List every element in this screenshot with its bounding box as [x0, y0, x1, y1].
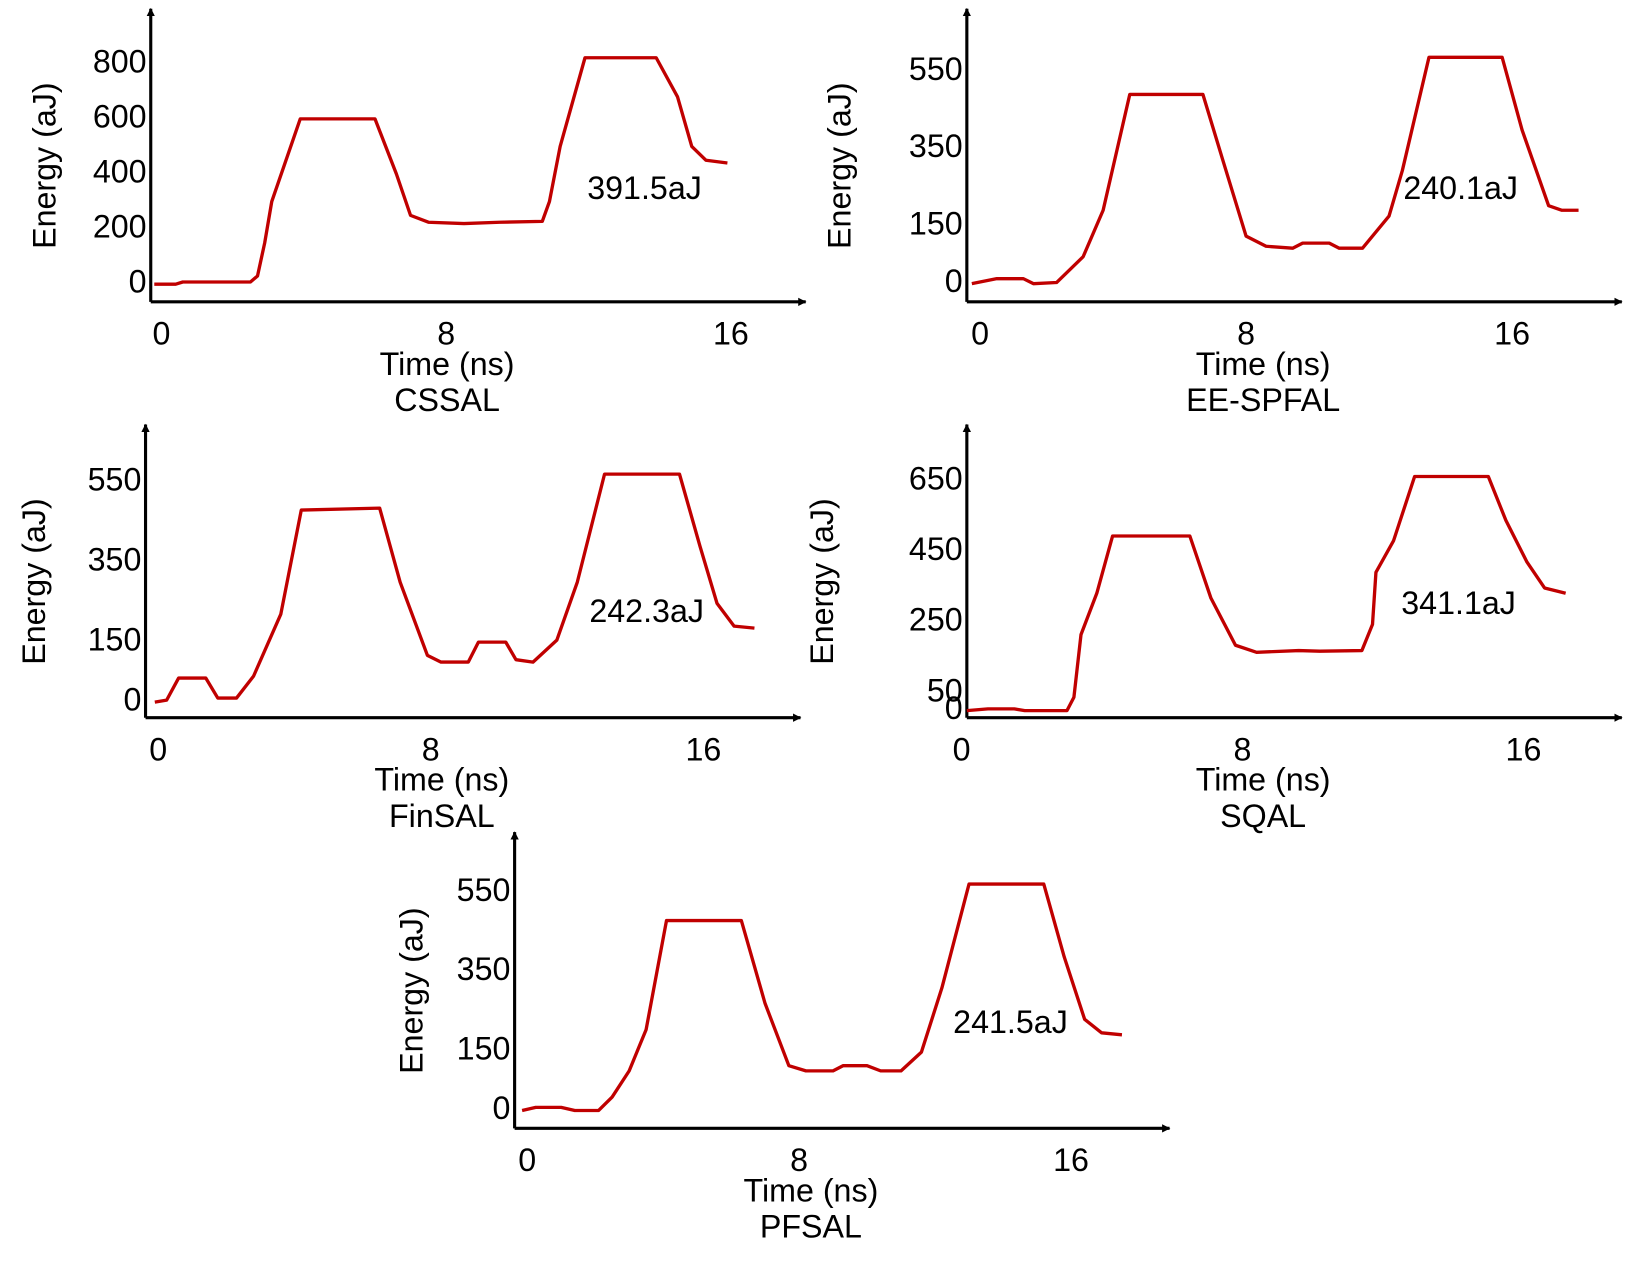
x-tick-label: 8 — [1234, 732, 1252, 768]
panel-caption: CSSAL — [394, 382, 500, 418]
data-line — [966, 474, 1567, 713]
y-tick-label: 400 — [93, 154, 147, 190]
annotation: 391.5aJ — [587, 170, 702, 206]
x-tick-label: 16 — [685, 732, 721, 768]
y-tick-label: 350 — [88, 542, 142, 578]
y-axis-label: Energy (aJ) — [804, 498, 840, 665]
y-tick-label: 550 — [457, 872, 511, 908]
x-tick-label: 0 — [953, 732, 971, 768]
x-axis-label: Time (ns) — [1196, 346, 1331, 382]
panel-caption: EE-SPFAL — [1186, 382, 1340, 418]
data-line — [154, 472, 755, 704]
x-tick-label: 0 — [152, 316, 170, 352]
y-tick-label: 50 — [927, 672, 963, 708]
panel: 0 150 350 550 0 8 16 Time (ns)PFSAL Energy (aJ) 2… — [393, 831, 1171, 1245]
data-line — [971, 55, 1579, 286]
data-line — [521, 882, 1123, 1113]
panel-caption: SQAL — [1220, 798, 1306, 834]
x-tick-label: 16 — [713, 316, 749, 352]
y-tick-label: 350 — [909, 128, 963, 164]
y-tick-label: 200 — [93, 209, 147, 245]
panel: 0 150 350 550 0 8 16 Time (ns)EE-SPFAL Energy (a… — [822, 7, 1623, 418]
y-tick-label: 0 — [945, 263, 963, 299]
x-tick-label: 16 — [1506, 732, 1542, 768]
annotation: 341.1aJ — [1401, 585, 1516, 621]
x-axis-label: Time (ns) — [743, 1172, 878, 1208]
panel: 0 200 400 600 800 0 8 16 Time (ns)CSSAL Energy (a… — [26, 7, 807, 418]
y-tick-label: 0 — [493, 1090, 511, 1126]
annotation: 242.3aJ — [589, 593, 704, 629]
y-tick-label: 600 — [93, 98, 147, 134]
y-tick-label: 550 — [88, 462, 142, 498]
y-tick-label: 0 — [123, 682, 141, 718]
y-axis-label: Energy (aJ) — [822, 82, 858, 249]
y-tick-label: 150 — [457, 1031, 511, 1067]
data-line — [154, 56, 728, 286]
y-tick-label: 800 — [93, 43, 147, 79]
x-tick-label: 8 — [437, 316, 455, 352]
x-tick-label: 8 — [790, 1142, 808, 1178]
panel-caption: FinSAL — [389, 798, 495, 834]
x-tick-label: 0 — [518, 1142, 536, 1178]
x-tick-label: 0 — [149, 732, 167, 768]
y-tick-label: 150 — [88, 622, 142, 658]
annotation: 241.5aJ — [953, 1004, 1068, 1040]
x-tick-label: 16 — [1494, 316, 1530, 352]
y-tick-label: 450 — [909, 531, 963, 567]
panel: 0 150 350 550 0 8 16 Time (ns)FinSAL Energy (aJ)… — [16, 423, 802, 834]
panel-caption: PFSAL — [760, 1209, 862, 1245]
y-axis-label: Energy (aJ) — [26, 82, 62, 249]
y-tick-label: 0 — [129, 264, 147, 300]
x-tick-label: 0 — [971, 316, 989, 352]
x-axis-label: Time (ns) — [380, 346, 515, 382]
x-tick-label: 16 — [1053, 1142, 1089, 1178]
y-axis-label: Energy (aJ) — [16, 498, 52, 665]
y-tick-label: 250 — [909, 602, 963, 638]
x-axis-label: Time (ns) — [374, 762, 509, 798]
x-tick-label: 8 — [1237, 316, 1255, 352]
y-tick-label: 350 — [457, 951, 511, 987]
y-tick-label: 650 — [909, 460, 963, 496]
y-axis-label: Energy (aJ) — [393, 907, 429, 1074]
x-tick-label: 8 — [422, 732, 440, 768]
x-axis-label: Time (ns) — [1196, 762, 1331, 798]
y-tick-label: 550 — [909, 51, 963, 87]
y-tick-label: 0 — [945, 690, 963, 726]
annotation: 240.1aJ — [1403, 170, 1518, 206]
y-tick-label: 150 — [909, 205, 963, 241]
